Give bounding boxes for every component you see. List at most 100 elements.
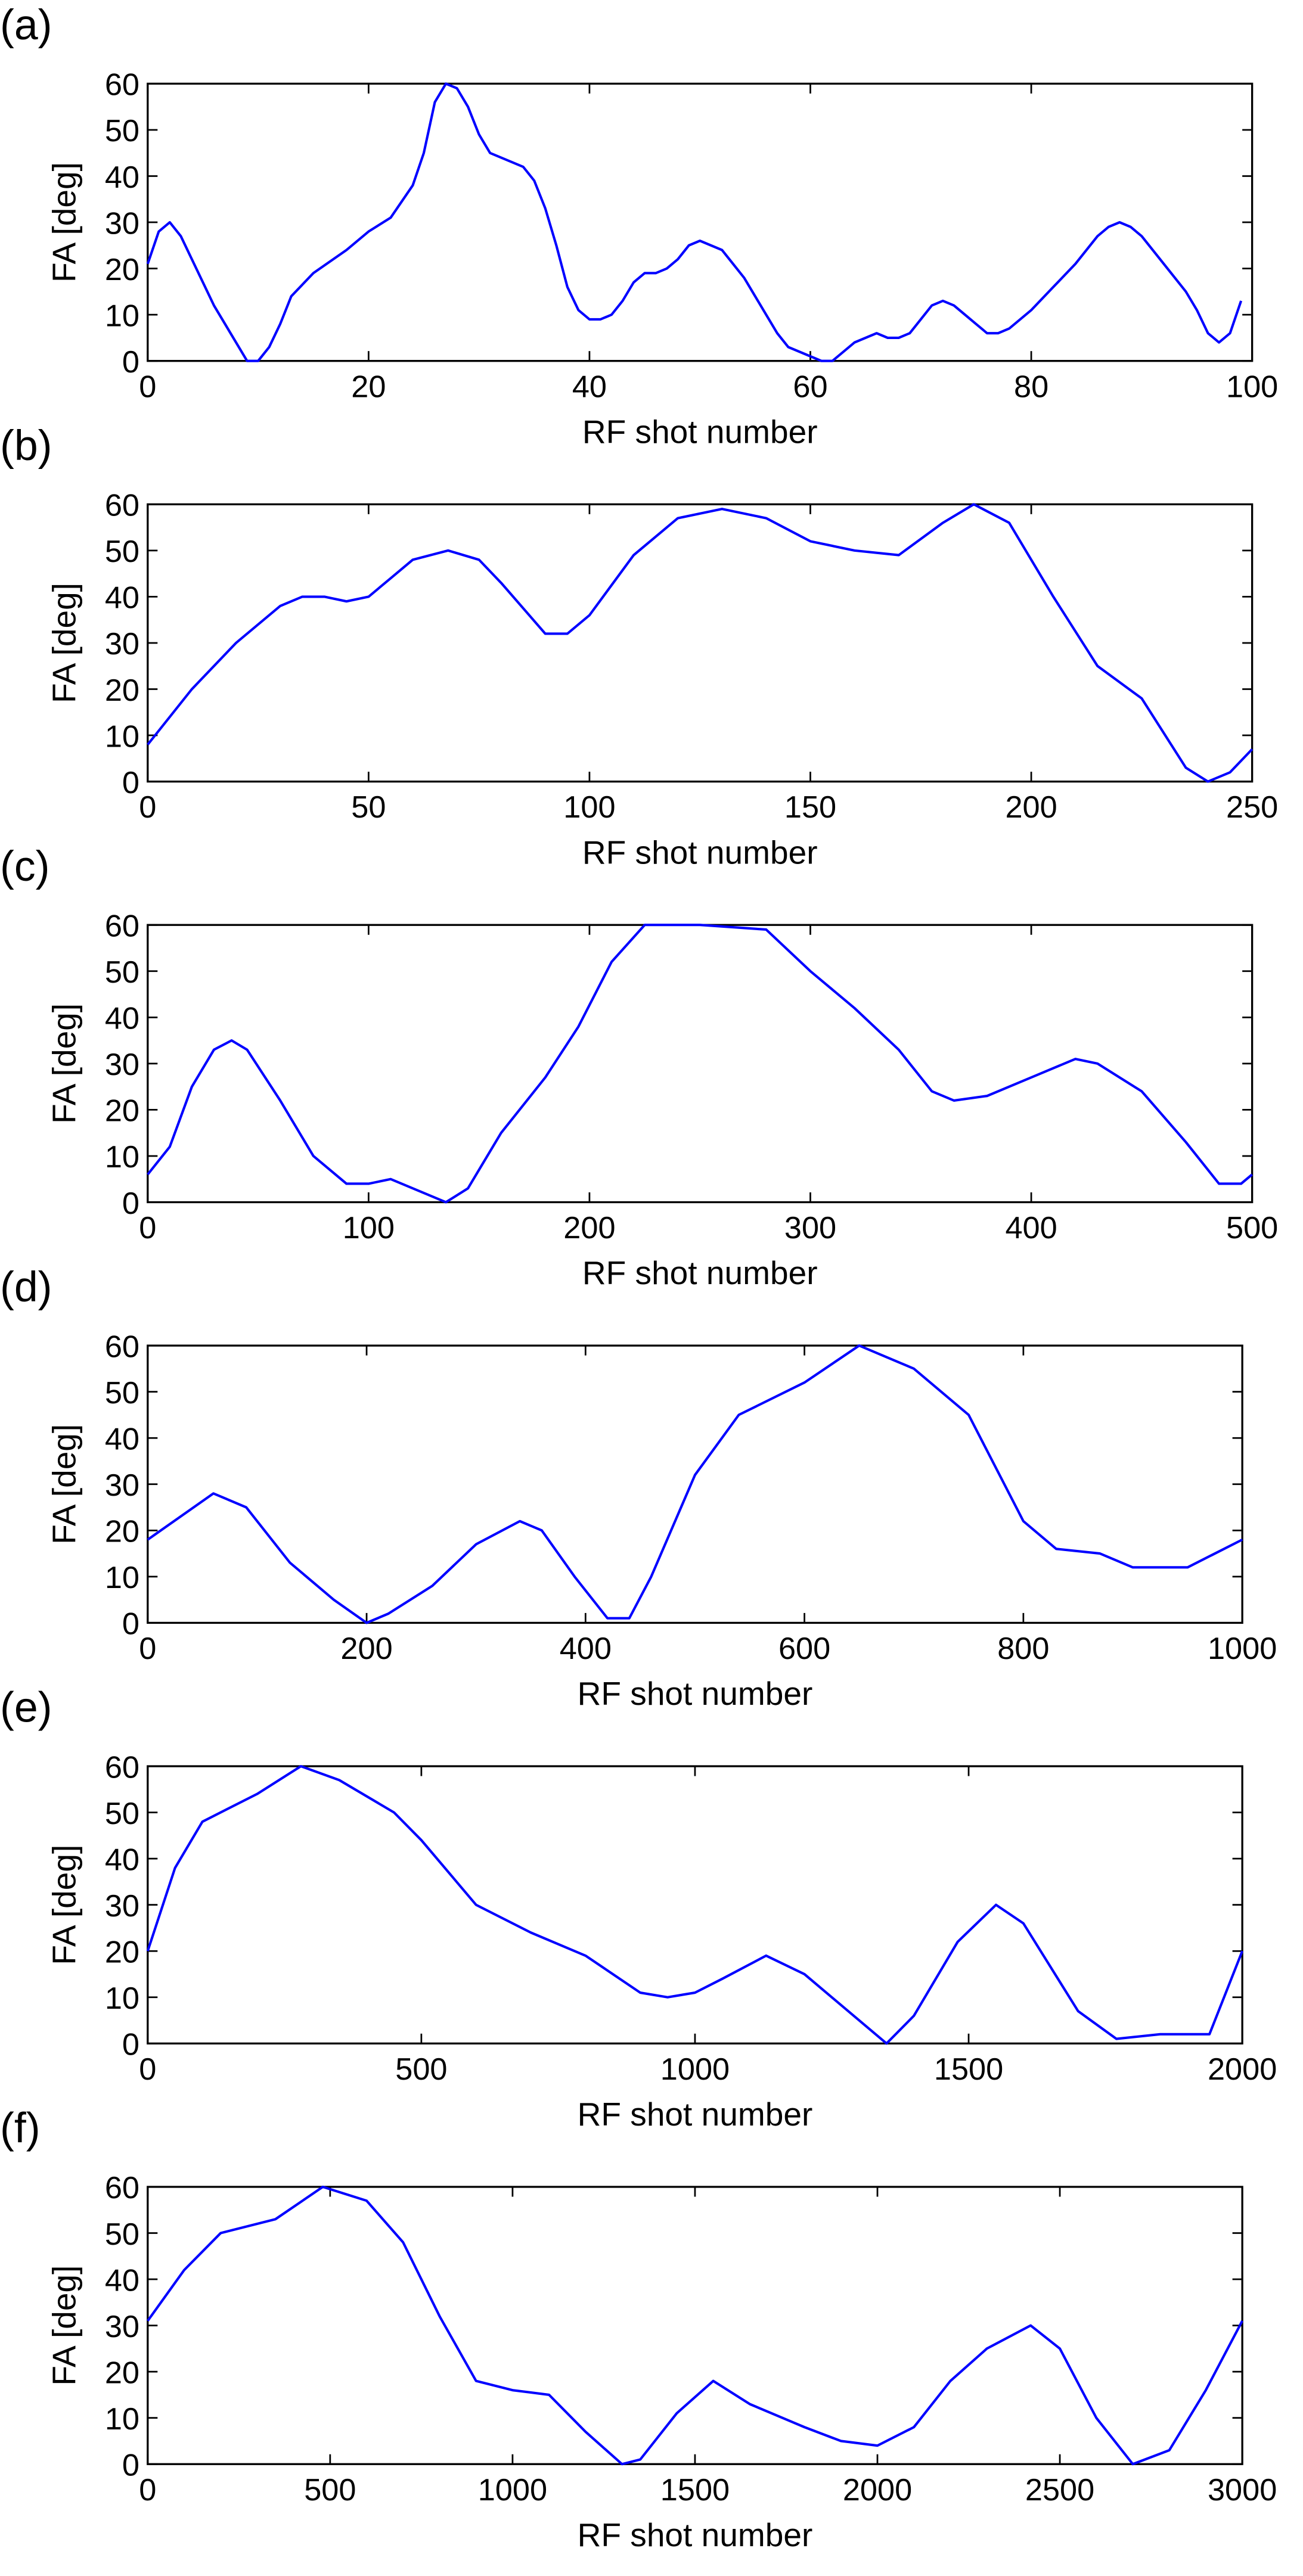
- y-axis-label: FA [deg]: [46, 162, 83, 282]
- panel: (a) 0 20 40 60 80 100 0 10 20 30 40 50 60 RF shot numb…: [0, 1, 1278, 450]
- y-tick-label: 30: [105, 627, 139, 661]
- x-axis-label: RF shot number: [582, 834, 818, 871]
- y-tick-label: 50: [105, 955, 139, 990]
- y-tick-label: 60: [105, 909, 139, 944]
- y-tick-label: 10: [105, 719, 139, 754]
- y-tick-label: 40: [105, 160, 139, 195]
- y-tick-label: 30: [105, 1048, 139, 1082]
- panel-label: (c): [0, 843, 49, 890]
- panel-label: (b): [0, 422, 52, 470]
- x-tick-label: 3000: [1208, 2473, 1277, 2507]
- y-tick-label: 50: [105, 2217, 139, 2252]
- x-tick-label: 500: [304, 2473, 356, 2507]
- y-tick-label: 20: [105, 253, 139, 287]
- data-line: [147, 924, 1253, 1204]
- x-tick-label: 400: [560, 1632, 612, 1666]
- x-tick-label: 1000: [660, 2052, 730, 2087]
- y-tick-label: 40: [105, 2263, 139, 2298]
- data-line: [147, 2185, 1243, 2466]
- x-tick-label: 100: [343, 1211, 395, 1245]
- plot-frame: [147, 1765, 1243, 2044]
- y-axis-label: FA [deg]: [46, 1845, 83, 1965]
- x-tick-label: 80: [1014, 369, 1048, 404]
- x-tick-label: 1500: [934, 2052, 1003, 2087]
- x-tick-label: 0: [139, 790, 156, 825]
- panel-label: (d): [0, 1263, 52, 1311]
- x-axis-label: RF shot number: [582, 1254, 818, 1291]
- y-tick-label: 0: [122, 2028, 139, 2062]
- x-tick-label: 0: [139, 2473, 156, 2507]
- y-tick-label: 40: [105, 1842, 139, 1877]
- x-axis-label: RF shot number: [578, 1675, 813, 1712]
- x-tick-label: 150: [784, 790, 836, 825]
- y-tick-label: 30: [105, 206, 139, 241]
- plot-frame: [147, 503, 1254, 783]
- x-tick-label: 1000: [1208, 1632, 1277, 1666]
- x-tick-label: 2000: [1208, 2052, 1277, 2087]
- y-axis-label: FA [deg]: [46, 2266, 83, 2386]
- y-tick-label: 30: [105, 1889, 139, 1924]
- x-tick-label: 50: [351, 790, 386, 825]
- panel: (b) 0 50 100 150 200 250 0 10 20 30 40 50 60 RF shot n…: [0, 422, 1278, 871]
- panel: (d) 0 200 400 600 800 1000 0 10 20 30 40 50 60 RF shot…: [0, 1263, 1277, 1712]
- plot-frame: [147, 82, 1254, 362]
- x-tick-label: 20: [351, 369, 386, 404]
- y-tick-label: 10: [105, 1561, 139, 1595]
- plot-frame: [147, 2186, 1243, 2465]
- y-tick-label: 20: [105, 673, 139, 708]
- x-tick-label: 0: [139, 1211, 156, 1245]
- x-tick-label: 1000: [478, 2473, 547, 2507]
- panel: (e) 0 500 1000 1500 2000 0 10 20 30 40 50 60 RF shot …: [0, 1684, 1277, 2133]
- y-axis-label: FA [deg]: [46, 1003, 83, 1124]
- x-axis-label: RF shot number: [578, 2516, 813, 2553]
- x-tick-label: 500: [395, 2052, 447, 2087]
- y-tick-label: 50: [105, 535, 139, 569]
- x-tick-label: 300: [784, 1211, 836, 1245]
- data-line: [146, 1764, 1244, 2045]
- x-tick-label: 100: [563, 790, 615, 825]
- x-tick-label: 200: [1005, 790, 1057, 825]
- y-tick-label: 60: [105, 68, 139, 102]
- panel-label: (e): [0, 1684, 52, 1732]
- y-tick-label: 60: [105, 2171, 139, 2205]
- y-tick-label: 40: [105, 1422, 139, 1457]
- x-axis-label: RF shot number: [582, 413, 818, 450]
- data-line: [147, 1344, 1243, 1624]
- x-tick-label: 600: [778, 1632, 830, 1666]
- x-tick-label: 2000: [843, 2473, 912, 2507]
- x-tick-label: 0: [139, 2052, 156, 2087]
- y-tick-label: 20: [105, 1094, 139, 1129]
- x-tick-label: 800: [997, 1632, 1049, 1666]
- panel-label: (f): [0, 2105, 41, 2152]
- y-tick-label: 30: [105, 1468, 139, 1503]
- y-tick-label: 60: [105, 489, 139, 523]
- x-tick-label: 1500: [660, 2473, 730, 2507]
- panel-label: (a): [0, 1, 52, 49]
- y-tick-label: 0: [122, 1607, 139, 1642]
- data-line: [147, 503, 1254, 783]
- x-tick-label: 0: [139, 1632, 156, 1666]
- y-tick-label: 50: [105, 114, 139, 148]
- y-tick-label: 50: [105, 1797, 139, 1831]
- y-tick-label: 20: [105, 1515, 139, 1549]
- y-tick-label: 50: [105, 1376, 139, 1410]
- x-tick-label: 2500: [1025, 2473, 1094, 2507]
- y-tick-label: 10: [105, 299, 139, 333]
- y-tick-label: 0: [122, 345, 139, 380]
- y-tick-label: 0: [122, 2448, 139, 2483]
- y-tick-label: 40: [105, 581, 139, 616]
- x-tick-label: 100: [1226, 369, 1278, 404]
- y-tick-label: 30: [105, 2310, 139, 2344]
- y-axis-label: FA [deg]: [46, 583, 83, 703]
- y-tick-label: 10: [105, 2402, 139, 2437]
- y-tick-label: 20: [105, 1935, 139, 1970]
- y-tick-label: 20: [105, 2356, 139, 2390]
- x-tick-label: 250: [1226, 790, 1278, 825]
- y-tick-label: 40: [105, 1002, 139, 1036]
- x-tick-label: 200: [340, 1632, 392, 1666]
- y-tick-label: 60: [105, 1329, 139, 1364]
- x-axis-label: RF shot number: [578, 2096, 813, 2133]
- panel: (f) 0 500 1000 1500 2000 2500 3000 0 10 20 30 40 50 60…: [0, 2105, 1277, 2553]
- x-tick-label: 40: [572, 369, 607, 404]
